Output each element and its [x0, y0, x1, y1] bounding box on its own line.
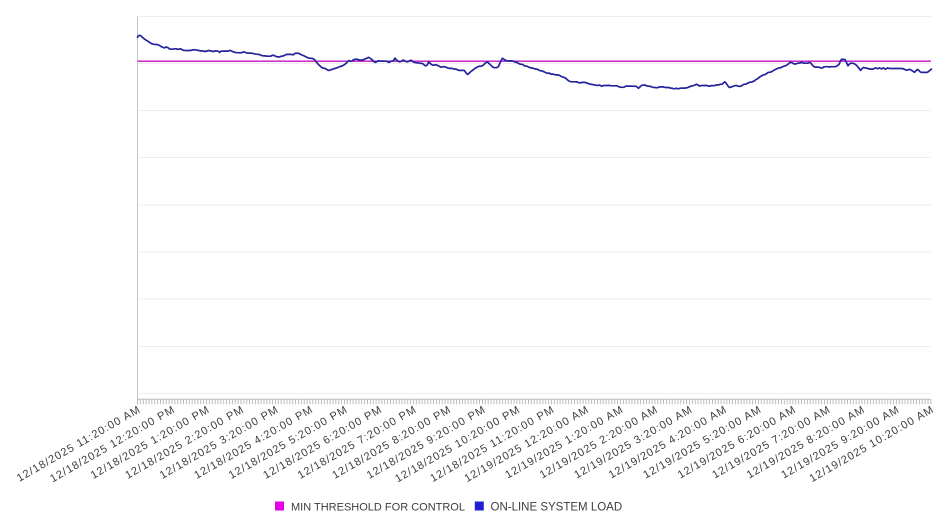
svg-text:MIN THRESHOLD FOR CONTROL: MIN THRESHOLD FOR CONTROL — [291, 502, 465, 514]
svg-text:ON-LINE SYSTEM LOAD: ON-LINE SYSTEM LOAD — [491, 502, 623, 514]
